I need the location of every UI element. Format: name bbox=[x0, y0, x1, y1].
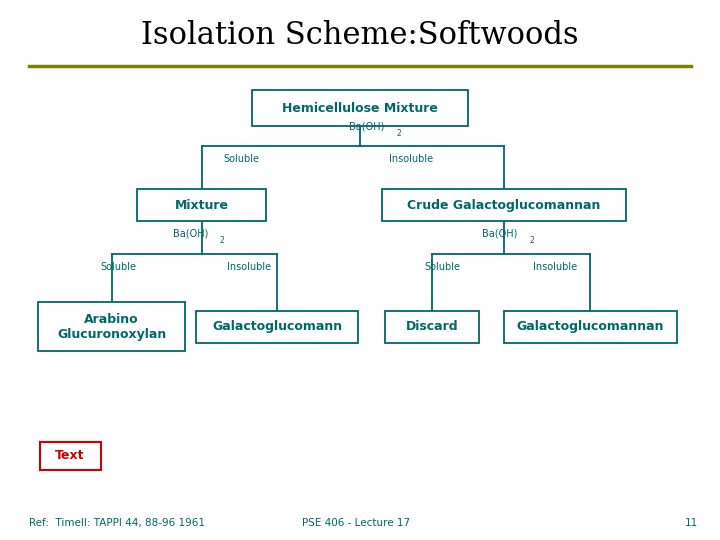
Text: Soluble: Soluble bbox=[425, 262, 461, 272]
Text: 2: 2 bbox=[220, 236, 225, 245]
Text: Arabino
Glucuronoxylan: Arabino Glucuronoxylan bbox=[57, 313, 166, 341]
FancyBboxPatch shape bbox=[382, 189, 626, 221]
Text: Ref:  Timell: TAPPI 44, 88-96 1961: Ref: Timell: TAPPI 44, 88-96 1961 bbox=[29, 518, 204, 528]
FancyBboxPatch shape bbox=[504, 310, 677, 343]
Text: PSE 406 - Lecture 17: PSE 406 - Lecture 17 bbox=[302, 518, 410, 528]
Text: Ba(OH): Ba(OH) bbox=[349, 122, 384, 132]
Text: Insoluble: Insoluble bbox=[227, 262, 271, 272]
FancyBboxPatch shape bbox=[40, 442, 101, 470]
FancyBboxPatch shape bbox=[38, 302, 186, 351]
FancyBboxPatch shape bbox=[196, 310, 359, 343]
Text: Ba(OH): Ba(OH) bbox=[173, 228, 208, 238]
Text: Insoluble: Insoluble bbox=[389, 154, 433, 164]
Text: Text: Text bbox=[55, 449, 84, 462]
FancyBboxPatch shape bbox=[137, 189, 266, 221]
Text: 11: 11 bbox=[685, 518, 698, 528]
Text: Hemicellulose Mixture: Hemicellulose Mixture bbox=[282, 102, 438, 114]
FancyBboxPatch shape bbox=[252, 90, 468, 126]
Text: Mixture: Mixture bbox=[175, 199, 229, 212]
Text: Crude Galactoglucomannan: Crude Galactoglucomannan bbox=[408, 199, 600, 212]
FancyBboxPatch shape bbox=[385, 310, 479, 343]
Text: Galactoglucomann: Galactoglucomann bbox=[212, 320, 342, 333]
Text: Isolation Scheme:Softwoods: Isolation Scheme:Softwoods bbox=[141, 19, 579, 51]
Text: Galactoglucomannan: Galactoglucomannan bbox=[517, 320, 664, 333]
Text: Soluble: Soluble bbox=[223, 154, 259, 164]
Text: 2: 2 bbox=[529, 236, 534, 245]
Text: Ba(OH): Ba(OH) bbox=[482, 228, 518, 238]
Text: Soluble: Soluble bbox=[101, 262, 137, 272]
Text: 2: 2 bbox=[396, 130, 401, 138]
Text: Insoluble: Insoluble bbox=[533, 262, 577, 272]
Text: Discard: Discard bbox=[405, 320, 459, 333]
